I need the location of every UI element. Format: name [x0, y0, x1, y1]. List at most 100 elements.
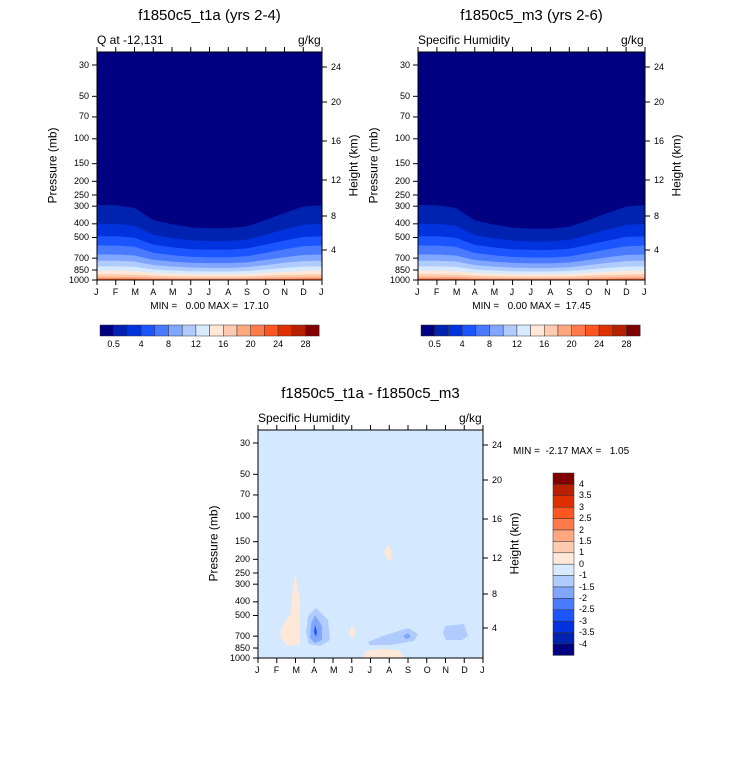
- colorbar-label: -3.5: [579, 627, 595, 638]
- y-tick-label: 100: [394, 133, 410, 144]
- colorbar-box: [552, 484, 575, 497]
- y-tick-label: 250: [234, 567, 250, 578]
- x-tick-label: N: [604, 287, 611, 297]
- y-tick-label: 300: [73, 200, 89, 211]
- y-tick-label: 70: [78, 111, 89, 122]
- colorbar-box: [516, 324, 531, 337]
- colorbar-box: [250, 324, 265, 337]
- colorbar-box: [552, 575, 575, 588]
- y-right-tick-label: 20: [654, 96, 665, 107]
- anomaly-contour: [280, 574, 300, 646]
- y-right-tick-label: 8: [492, 588, 498, 599]
- colorbar-label: 20: [566, 339, 577, 349]
- colorbar-box: [552, 643, 575, 656]
- y-tick-label: 150: [73, 158, 89, 169]
- x-tick-label: F: [112, 287, 119, 297]
- x-tick-label: D: [300, 287, 307, 297]
- colorbar-box: [127, 324, 142, 337]
- y-tick-label: 1000: [68, 274, 89, 285]
- x-tick-label: A: [150, 287, 157, 297]
- x-tick-label: S: [405, 665, 412, 675]
- contour-plot-1: [413, 47, 650, 285]
- plot-title: f1850c5_t1a (yrs 2-4): [138, 7, 281, 24]
- x-tick-label: S: [244, 287, 251, 297]
- colorbar-label: -1.5: [579, 581, 595, 592]
- y-right-tick-label: 20: [492, 474, 503, 485]
- y-tick-label: 1000: [389, 274, 410, 285]
- anomaly-contour: [349, 624, 356, 639]
- colorbar-box: [209, 324, 224, 337]
- x-tick-label: J: [319, 287, 324, 297]
- anomaly-contour: [403, 633, 411, 639]
- colorbar-box: [544, 324, 559, 337]
- y-right-tick-label: 16: [331, 135, 342, 146]
- y-right-tick-label: 24: [331, 61, 342, 72]
- colorbar-box: [236, 324, 251, 337]
- colorbar-label: 12: [190, 339, 201, 349]
- left-subtitle: Specific Humidity: [418, 33, 511, 47]
- anomaly-contour: [362, 649, 405, 658]
- x-tick-label: M: [330, 665, 338, 675]
- colorbar-label: 28: [300, 339, 311, 349]
- colorbar-box: [99, 324, 114, 337]
- colorbar-label: 24: [594, 339, 605, 349]
- y-right-tick-label: 12: [492, 552, 503, 563]
- y-tick-label: 400: [394, 218, 410, 229]
- x-tick-label: J: [528, 287, 534, 297]
- y-tick-label: 500: [73, 232, 89, 242]
- x-tick-label: J: [187, 287, 193, 297]
- colorbar-label: 20: [245, 339, 256, 349]
- y-tick-label: 100: [234, 511, 250, 522]
- min-max-label: MIN = 0.00 MAX = 17.45: [472, 301, 591, 312]
- y-tick-label: 30: [399, 59, 410, 70]
- y-tick-label: 30: [78, 59, 89, 70]
- y-tick-label: 300: [234, 578, 250, 589]
- colorbar-box: [552, 598, 575, 611]
- colorbar-box: [552, 586, 575, 599]
- colorbar-box: [223, 324, 238, 337]
- y-tick-label: 200: [234, 553, 250, 564]
- colorbar-label: 24: [273, 339, 284, 349]
- x-tick-label: O: [423, 665, 431, 675]
- y-tick-label: 30: [239, 437, 250, 448]
- right-subtitle: g/kg: [459, 411, 482, 425]
- plot-title: f1850c5_m3 (yrs 2-6): [460, 7, 603, 24]
- y-axis-label: Pressure (mb): [206, 505, 221, 582]
- colorbar-box: [598, 324, 614, 337]
- colorbar-box: [552, 552, 575, 565]
- x-tick-label: M: [452, 287, 461, 297]
- x-tick-label: A: [471, 287, 478, 297]
- right-subtitle: g/kg: [621, 33, 644, 47]
- colorbar-label: -2: [579, 592, 588, 603]
- x-tick-label: J: [255, 665, 260, 675]
- colorbar-box: [552, 632, 575, 645]
- x-tick-label: M: [131, 287, 140, 297]
- colorbar-label: 3.5: [579, 490, 592, 501]
- y-tick-label: 250: [394, 189, 410, 200]
- anomaly-contour: [314, 625, 317, 637]
- colorbar-label: 4: [138, 339, 144, 349]
- colorbar-box: [552, 495, 575, 508]
- colorbar-box: [552, 541, 575, 554]
- colorbar-box: [585, 324, 600, 337]
- x-tick-label: A: [225, 287, 232, 297]
- y-right-tick-label: 8: [654, 210, 660, 221]
- colorbar-label: -1: [579, 570, 588, 581]
- y-tick-label: 150: [394, 158, 410, 169]
- y-tick-label: 50: [399, 90, 410, 101]
- x-tick-label: J: [94, 287, 99, 297]
- colorbar-box: [264, 324, 279, 337]
- y-right-tick-label: 16: [654, 135, 665, 146]
- x-tick-label: J: [206, 287, 212, 297]
- x-tick-label: M: [169, 287, 177, 297]
- y-tick-label: 50: [78, 90, 89, 101]
- x-tick-label: M: [292, 665, 301, 675]
- colorbar-box: [571, 324, 586, 337]
- colorbar-box: [502, 324, 518, 337]
- colorbar-label: 0.5: [107, 339, 120, 349]
- colorbar-box: [195, 324, 210, 337]
- x-tick-label: F: [273, 665, 280, 675]
- min-max-label: MIN = 0.00 MAX = 17.10: [150, 301, 269, 312]
- colorbar-box: [552, 609, 575, 622]
- colorbar-label: 8: [165, 339, 171, 349]
